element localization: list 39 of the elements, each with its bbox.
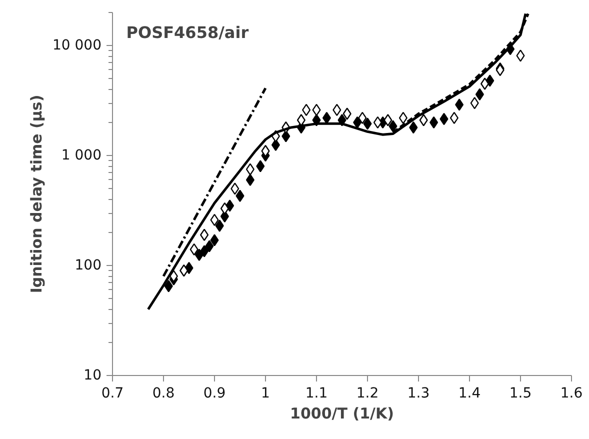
x-tick-label: 1.2 xyxy=(356,386,379,402)
point xyxy=(256,160,265,172)
point xyxy=(164,280,173,292)
y-tick-label: 100 xyxy=(74,258,102,274)
x-tick-label: 1 xyxy=(261,386,270,402)
x-tick-label: 1.3 xyxy=(407,386,430,402)
point xyxy=(475,88,484,100)
y-tick-label: 10 000 xyxy=(52,38,102,54)
point xyxy=(516,50,525,62)
y-axis-title: Ignition delay time (µs) xyxy=(28,94,46,294)
point xyxy=(236,190,244,202)
point xyxy=(342,108,352,120)
point xyxy=(194,248,204,261)
point xyxy=(205,240,214,252)
x-tick-label: 1.5 xyxy=(509,386,532,402)
y-tick-label: 10 xyxy=(84,368,102,384)
point xyxy=(210,214,219,226)
point xyxy=(455,98,464,111)
point xyxy=(200,245,209,258)
point xyxy=(230,182,240,195)
point xyxy=(388,120,398,132)
point xyxy=(200,228,209,241)
x-tick-label: 1.6 xyxy=(560,386,583,402)
point xyxy=(246,163,254,176)
point xyxy=(384,114,392,126)
x-tick-label: 0.7 xyxy=(101,386,124,402)
point xyxy=(470,97,479,110)
y-tick-label: 1 000 xyxy=(61,148,102,164)
point xyxy=(419,114,428,126)
x-tick-label: 0.9 xyxy=(203,386,226,402)
point xyxy=(210,234,219,246)
point xyxy=(215,220,224,232)
point xyxy=(363,118,372,130)
point xyxy=(480,78,490,90)
x-tick-label: 0.8 xyxy=(152,386,175,402)
x-tick-label: 1.4 xyxy=(458,386,481,402)
text: POSF4658/air xyxy=(126,23,249,42)
x-axis-title: 1000/T (1/K) xyxy=(290,404,394,422)
x-tick-label: 1.1 xyxy=(305,386,328,402)
